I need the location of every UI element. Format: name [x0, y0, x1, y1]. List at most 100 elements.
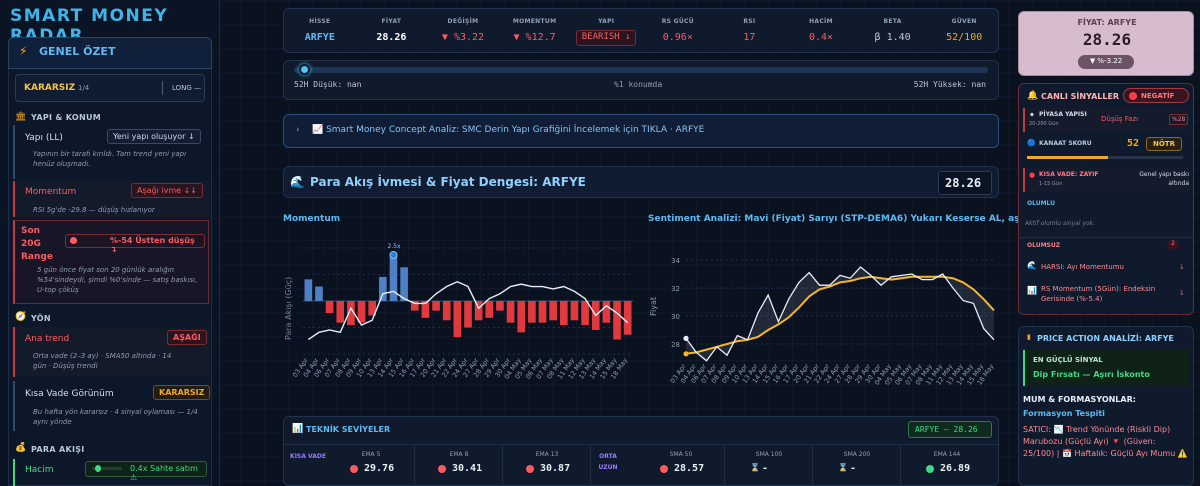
olumlu-title: OLUMLU: [1027, 200, 1056, 207]
momentum-bar: [432, 301, 440, 311]
level-header: EMA 13: [535, 451, 559, 458]
range-low: 52H Düşük: nan: [294, 80, 362, 89]
money-icon: 💰: [15, 443, 27, 453]
kisa-vade-desc: Bu hafta yön kararsız · 4 sinyal oylamas…: [33, 408, 198, 426]
canli-badge-text: NEGATİF: [1141, 92, 1175, 100]
para-akis-header: 🌊 Para Akış İvmesi & Fiyat Dengesi: ARFY…: [283, 166, 999, 198]
momentum-bar: [304, 279, 313, 301]
status-dot: [926, 465, 934, 473]
momentum-bar: [442, 301, 451, 321]
momentum-bar: [379, 276, 387, 301]
level-value: 30.41: [452, 463, 483, 474]
level-value: 30.87: [540, 463, 571, 474]
metric-value-1: 28.26: [376, 32, 407, 43]
wave-icon: 🌊: [1027, 261, 1037, 270]
building-icon: 🏛: [15, 112, 27, 122]
son20-label: Son 20G Range: [21, 226, 53, 262]
range-knob[interactable]: [298, 64, 310, 75]
metric-value-0: ARFYE: [304, 32, 335, 43]
start-dot-dema: [683, 351, 689, 357]
teknik-title: TEKNİK SEVİYELER: [306, 425, 391, 434]
wave-icon: 🌊: [290, 175, 305, 189]
status-box: KARARSIZ 1/4 LONG —: [15, 74, 205, 102]
hourglass-icon: ⌛: [838, 463, 848, 472]
olumsuz-item-1: HARSI: Ayı Momentumu: [1041, 263, 1124, 271]
y-tick-label: 32: [671, 285, 680, 293]
sidebar: SMART MONEY RADAR ⚡ GENEL ÖZET KARARSIZ …: [0, 0, 220, 486]
metric-value-8: β 1.40: [874, 32, 911, 43]
momentum-desc: RSI 5g'de -29.8 — düşüş hızlanıyor: [33, 206, 155, 214]
kisa-signal-sub: 1-15 Gün: [1039, 181, 1063, 187]
metric-header-7: HACİM: [809, 18, 833, 25]
metrics-bar: HİSSE ARFYE FİYAT 28.26 DEĞİŞİM ▼ %3.22 MOMENT…: [283, 8, 999, 53]
price-card-value: 28.26: [1082, 30, 1132, 49]
ana-trend-desc: Orta vade (2–3 ay) · SMA50 altında · 14 …: [33, 352, 172, 370]
hacim-row: Hacim 0.4x Sahte satım ⚠: [13, 459, 209, 486]
col-divider: [414, 445, 415, 486]
compass-icon: 🧭: [15, 312, 27, 322]
metric-value-7: 0.4×: [808, 32, 834, 43]
teknik-badge-text: ARFYE — 28.26: [915, 425, 978, 434]
satici-text: SATICI: 📉 Trend Yönünde (Riskli Dip) Mar…: [1023, 425, 1188, 458]
down-arrow-icon: ↓: [1179, 289, 1185, 297]
range-high: 52H Yüksek: nan: [913, 80, 986, 89]
momentum-chart-title: Momentum: [283, 214, 341, 224]
momentum-bar: [485, 301, 494, 318]
kanaat-fill: [1027, 156, 1109, 159]
olumsuz-count: 2: [1167, 240, 1179, 250]
para-akis-title: Para Akış İvmesi & Fiyat Dengesi: ARFYE: [310, 175, 586, 189]
annotation-dot: [389, 251, 398, 259]
hacim-label: Hacim: [25, 465, 54, 475]
momentum-bar: [538, 301, 547, 323]
metric-header-6: RSI: [743, 18, 756, 25]
range-panel: 52H Düşük: nan %1 konumda 52H Yüksek: na…: [283, 60, 999, 100]
level-value: 28.57: [674, 463, 705, 474]
level-value: -: [850, 463, 857, 474]
piyasa-pct: %28: [1169, 114, 1189, 125]
momentum-bar: [453, 301, 462, 338]
kanaat-badge-text: NÖTR: [1153, 140, 1175, 148]
ana-trend-label: Ana trend: [25, 334, 70, 344]
level-header: SMA 200: [843, 451, 871, 458]
momentum-row: Momentum Aşağı ivme ↓↓ RSI 5g'de -29.8 —…: [13, 181, 209, 217]
smc-label: 📈 Smart Money Concept Analiz: SMC Derin …: [312, 125, 705, 135]
sentiment-chart-title: Sentiment Analizi: Mavi (Fiyat) Sarıyı (…: [648, 214, 1061, 224]
candle-icon: ▮: [1027, 333, 1031, 341]
orta-uzun-label: ORTA UZUN: [598, 453, 618, 471]
genel-ozet-header[interactable]: ⚡ GENEL ÖZET: [8, 37, 212, 69]
momentum-chip: Aşağı ivme ↓↓: [131, 183, 204, 198]
metric-header-9: GÜVEN: [951, 18, 977, 25]
pa-best-label: EN GÜÇLÜ SİNYAL: [1033, 356, 1103, 364]
kisa-vade-signal-row: ● KISA VADE: ZAYIF 1-15 Gün Genel yapı b…: [1023, 168, 1189, 192]
level-value: 29.76: [364, 463, 395, 474]
chevron-right-icon: ›: [296, 125, 300, 135]
momentum-bar: [559, 301, 568, 326]
kisa-signal-label: KISA VADE: ZAYIF: [1039, 171, 1099, 178]
annotation-label: 2.5x: [387, 243, 401, 250]
teknik-row: KISA VADE EMA 5 29.76 EMA 8 30.41 EMA 13 30.87…: [284, 444, 1000, 486]
level-value: -: [762, 463, 769, 474]
smc-analysis-link[interactable]: › 📈 Smart Money Concept Analiz: SMC Deri…: [283, 114, 999, 148]
momentum-bar: [368, 301, 377, 316]
yon-section-title: YÖN: [31, 314, 51, 323]
momentum-ylabel: Para Akışı (Güç): [284, 277, 293, 340]
metric-header-5: RS GÜCÜ: [661, 18, 694, 25]
chart-icon: 📊: [1027, 286, 1037, 295]
y-tick-label: 28: [671, 341, 680, 349]
momentum-label: Momentum: [25, 187, 77, 197]
momentum-bar: [421, 301, 430, 318]
canli-title: CANLI SİNYALLER: [1041, 92, 1120, 101]
piyasa-yapisi-row: ⚫ PİYASA YAPISI 20-200 Gün Düşüş Fazı %2…: [1023, 108, 1189, 132]
kanaat-badge: NÖTR: [1146, 137, 1182, 151]
price-card: FİYAT: ARFYE 28.26 ▼ %-3.22: [1018, 11, 1194, 76]
ana-trend-row: Ana trend AŞAĞI Orta vade (2–3 ay) · SMA…: [13, 327, 209, 377]
kanaat-row: 🔵 KANAAT SKORU 52 NÖTR: [1023, 135, 1189, 163]
metric-header-0: HİSSE: [309, 18, 331, 25]
metric-header-3: MOMENTUM: [512, 18, 557, 25]
metric-header-2: DEĞİŞİM: [447, 18, 479, 25]
para-section-title: PARA AKIŞI: [31, 445, 85, 454]
col-divider: [812, 445, 813, 486]
